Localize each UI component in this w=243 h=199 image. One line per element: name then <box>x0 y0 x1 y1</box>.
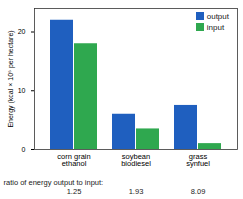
svg-text:0: 0 <box>22 146 26 153</box>
html-text:output: output <box>206 12 229 21</box>
svg-text:8.09: 8.09 <box>191 187 206 196</box>
svg-text:soybeanbiodiesel: soybeanbiodiesel <box>121 152 151 169</box>
svg-text:grasssynfuel: grasssynfuel <box>186 152 210 169</box>
svg-text:corn grainethanol: corn grainethanol <box>57 152 90 169</box>
svg-text:1.93: 1.93 <box>129 187 144 196</box>
svg-text:1.25: 1.25 <box>67 187 82 196</box>
svg-text:ratio of energy output to inpu: ratio of energy output to input: <box>4 178 104 187</box>
svg-text:20: 20 <box>18 28 26 35</box>
svg-text:Energy (kcal × 10⁶ per hectare: Energy (kcal × 10⁶ per hectare) <box>7 30 15 127</box>
svg-text:10: 10 <box>18 87 26 94</box>
html-text:input: input <box>206 23 225 32</box>
